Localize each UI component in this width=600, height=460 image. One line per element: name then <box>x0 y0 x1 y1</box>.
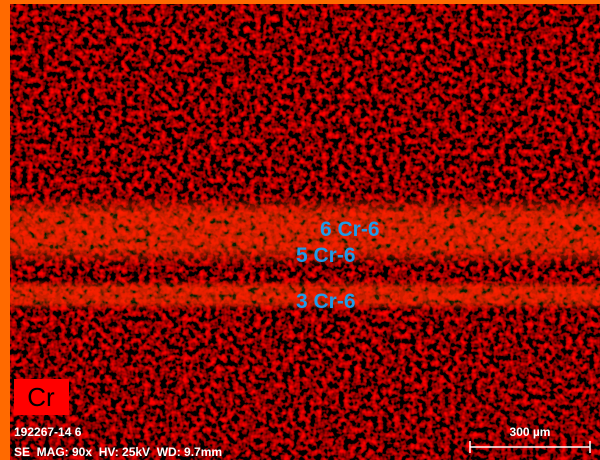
acquisition-info: SE MAG: 90x HV: 25kV WD: 9.7mm <box>14 445 222 459</box>
phase-label: 6 Cr-6 <box>320 218 380 241</box>
phase-label: 5 Cr-6 <box>296 244 356 267</box>
sample-id: 192267-14 6 <box>14 425 82 439</box>
element-label: Cr <box>27 382 55 412</box>
frame-top <box>0 0 600 4</box>
frame-left <box>0 0 10 460</box>
eds-map: 6 Cr-6 5 Cr-6 3 Cr-6 Cr 192267-14 6 SE M… <box>0 0 600 460</box>
scale-bar-label: 300 µm <box>510 425 551 439</box>
phase-label: 3 Cr-6 <box>296 290 356 313</box>
